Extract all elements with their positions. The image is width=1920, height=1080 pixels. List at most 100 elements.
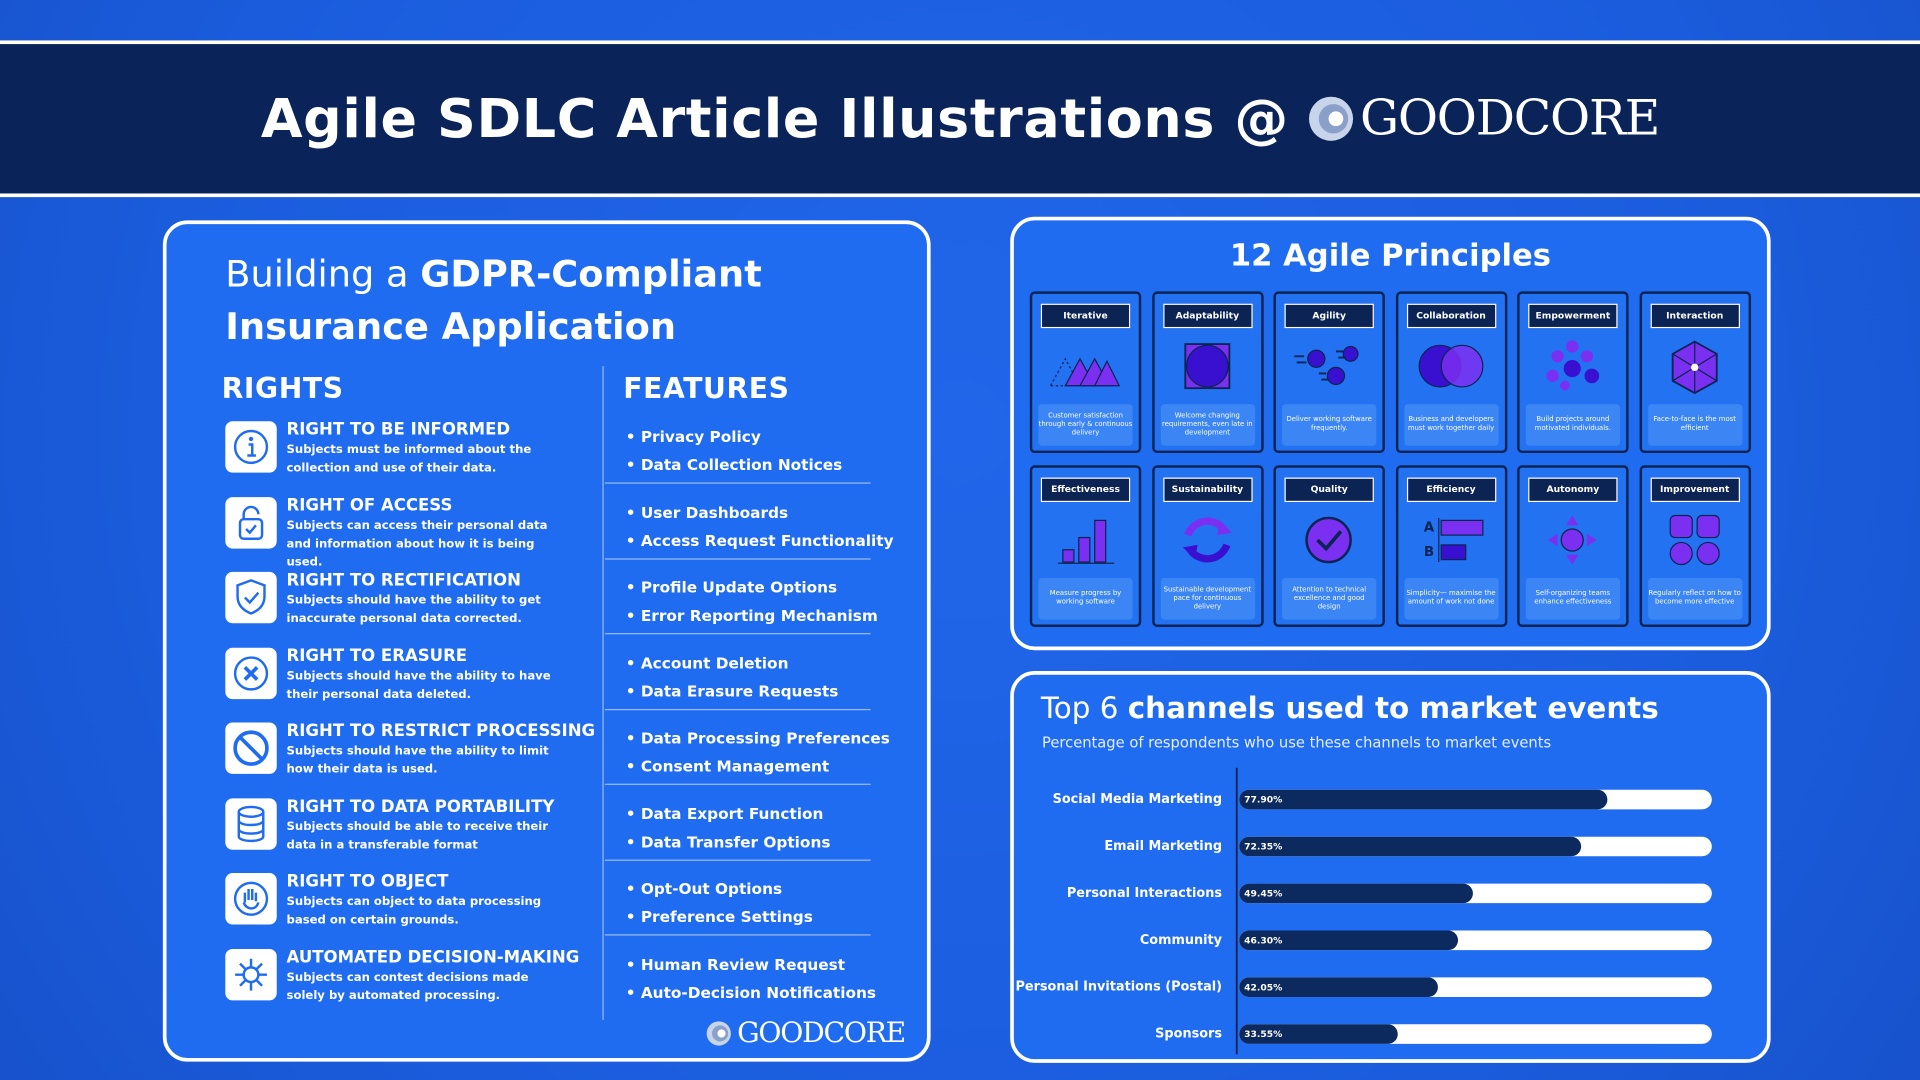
right-title: RIGHT TO DATA PORTABILITY <box>286 796 555 817</box>
principle-icon <box>1294 345 1359 386</box>
value-label: 72.35% <box>1244 842 1282 853</box>
principle-label: Autonomy <box>1528 477 1618 503</box>
feature: Data Transfer Options <box>626 832 831 850</box>
bar <box>1239 977 1438 997</box>
principle-caption-box: Self-organizing teams enhance effectiven… <box>1525 577 1620 620</box>
category-label: Sponsors <box>1155 1027 1222 1042</box>
category-label: Social Media Marketing <box>1053 792 1222 807</box>
principle-label: Sustainability <box>1162 477 1253 503</box>
chart-title-plain: Top 6 <box>1040 690 1119 724</box>
right-title: RIGHT OF ACCESS <box>286 495 453 515</box>
principle-caption-box: Measure progress by working software <box>1038 577 1133 620</box>
principle-caption-box: Face-to-face is the most efficient <box>1647 404 1742 446</box>
feature: Account Deletion <box>626 653 789 671</box>
row-separator <box>604 858 871 861</box>
row-separator <box>604 482 871 484</box>
right-icon-glyph <box>235 958 267 991</box>
principle-caption: Welcome changing requirements, even late… <box>1162 412 1253 437</box>
right-title: RIGHT TO RECTIFICATION <box>286 570 521 591</box>
principle-card: Improvement Regularly reflect on how to b… <box>1638 465 1751 627</box>
principle-caption: Sustainable development pace for continu… <box>1163 585 1252 611</box>
right-icon <box>225 421 277 473</box>
principle-icon: AB <box>1423 517 1483 563</box>
principle-caption: Business and developers must work togeth… <box>1407 416 1495 433</box>
principle-card: Empowerment Build projects around motivat… <box>1517 291 1629 454</box>
principle-icon <box>1417 344 1483 388</box>
header-logo-text: GOODCORE <box>1359 90 1660 147</box>
right-icon-glyph <box>237 805 265 842</box>
feature: Data Collection Notices <box>626 456 842 474</box>
bar <box>1239 789 1608 810</box>
principle-caption: Customer satisfaction through early & co… <box>1038 412 1133 437</box>
right-desc: Subjects can access their personal data … <box>286 518 548 569</box>
principle-card: Autonomy Self-organizing teams enhance ef… <box>1517 465 1629 627</box>
principle-card: Sustainability Sustainable development pa… <box>1151 465 1264 627</box>
category-label: Email Marketing <box>1104 839 1222 854</box>
gdpr-panel: Building a GDPR-Compliant Insurance Appl… <box>162 220 931 1062</box>
right-icon <box>225 647 277 699</box>
gdpr-title: Building a GDPR-Compliant Insurance Appl… <box>225 249 801 354</box>
principle-label: Adaptability <box>1162 303 1253 329</box>
principle-icon <box>1183 343 1230 390</box>
principle-caption-box: Build projects around motivated individu… <box>1525 404 1620 446</box>
right-desc: Subjects should have the ability to have… <box>286 669 551 702</box>
feature: Privacy Policy <box>626 427 761 445</box>
right-desc: Subjects should have the ability to limi… <box>286 744 549 777</box>
icon-label: A <box>1423 521 1434 536</box>
principle-caption: Attention to technical excellence and go… <box>1292 585 1367 611</box>
right-icon-glyph <box>233 429 269 465</box>
chart-title: Top 6 channels used to market events <box>1040 690 1659 724</box>
right-icon <box>225 873 277 925</box>
row-separator <box>604 934 871 936</box>
chart-title-bold: channels used to market events <box>1128 690 1659 724</box>
right-icon-glyph <box>233 655 269 691</box>
category-label: Personal Invitations (Postal) <box>1015 980 1222 995</box>
principle-label: Agility <box>1284 303 1374 329</box>
principle-label: Empowerment <box>1528 303 1618 329</box>
principle-icon <box>1671 340 1718 395</box>
feature: Data Processing Preferences <box>626 729 890 747</box>
right-icon <box>225 496 277 548</box>
principle-label: Improvement <box>1650 477 1740 503</box>
principle-icon <box>1057 519 1115 564</box>
value-label: 33.55% <box>1244 1029 1282 1040</box>
principle-icon <box>1547 515 1597 565</box>
bar <box>1239 836 1582 857</box>
right-desc: Subjects can contest decisions made sole… <box>286 970 529 1003</box>
feature: User Dashboards <box>626 503 788 521</box>
principle-icon <box>1049 357 1121 387</box>
feature: Opt-Out Options <box>626 879 782 897</box>
logo-mark <box>1308 96 1353 141</box>
right-title: RIGHT TO OBJECT <box>286 871 449 892</box>
principle-caption-box: Attention to technical excellence and go… <box>1282 577 1377 620</box>
chart-subtitle: Percentage of respondents who use these … <box>1042 734 1551 751</box>
principle-caption-box: Sustainable development pace for continu… <box>1160 577 1255 620</box>
feature: Preference Settings <box>626 907 813 925</box>
principle-label: Collaboration <box>1406 303 1496 329</box>
principle-caption-box: Business and developers must work togeth… <box>1403 404 1499 446</box>
logo-mark <box>706 1021 731 1046</box>
principle-caption-box: Customer satisfaction through early & co… <box>1038 404 1133 446</box>
value-label: 49.45% <box>1244 889 1282 900</box>
principle-caption-box: Welcome changing requirements, even late… <box>1160 404 1255 446</box>
principle-card: Agility Deliver working software frequent… <box>1273 291 1385 454</box>
right-icon <box>225 948 277 1000</box>
principle-label: Efficiency <box>1406 477 1496 503</box>
principle-caption-box: Simplicity— maximise the amount of work … <box>1403 577 1499 620</box>
principle-label: Interaction <box>1650 303 1740 329</box>
principles-panel: 12 Agile Principles Iterative Customer sa… <box>1010 216 1771 651</box>
row-separator <box>604 708 871 710</box>
header: Agile SDLC Article Illustrations @ GOODC… <box>0 40 1920 198</box>
principle-card: Effectiveness Measure progress by working… <box>1029 465 1142 627</box>
right-icon-glyph <box>238 505 264 540</box>
principle-card: Interaction Face-to-face is the most effi… <box>1638 291 1751 454</box>
feature: Consent Management <box>626 757 829 775</box>
principle-icon <box>1546 340 1600 391</box>
category-label: Community <box>1140 933 1223 948</box>
principle-caption: Simplicity— maximise the amount of work … <box>1406 590 1496 607</box>
value-label: 46.30% <box>1244 935 1282 946</box>
feature: Human Review Request <box>626 954 845 972</box>
feature: Error Reporting Mechanism <box>626 606 878 624</box>
principle-card: Adaptability Welcome changing requirement… <box>1151 291 1264 454</box>
